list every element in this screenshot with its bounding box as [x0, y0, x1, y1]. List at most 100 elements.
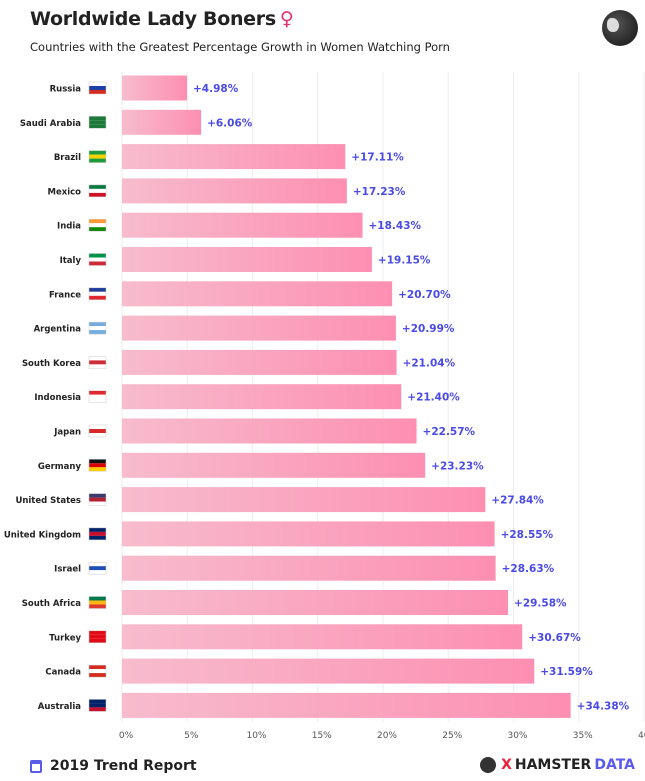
flag-stripe: [89, 600, 106, 605]
bar: [122, 658, 535, 684]
flag-stripe: [89, 673, 106, 678]
flag-stripe: [89, 665, 106, 670]
flag-icon: [88, 150, 107, 163]
title-text: Worldwide Lady Boners: [30, 8, 276, 30]
flag-stripe: [89, 364, 106, 369]
data-label: +28.55%: [501, 529, 554, 541]
flag-stripe: [89, 223, 106, 228]
x-tick-label: 20%: [377, 731, 397, 741]
logo-x: X: [501, 757, 512, 773]
flag-stripe: [89, 219, 106, 224]
flag-border: [88, 596, 107, 609]
bar: [122, 75, 187, 101]
flag-stripe: [89, 253, 106, 258]
report-footer: 2019 Trend Report: [30, 758, 197, 774]
flag-icon: [88, 116, 107, 129]
flag-stripe: [89, 562, 106, 567]
flag-stripe: [89, 459, 106, 464]
flag-stripe: [89, 501, 106, 506]
data-label: +27.84%: [491, 495, 544, 507]
flag-border: [88, 630, 107, 644]
flag-icon: [88, 664, 107, 678]
bar: [122, 692, 571, 718]
venus-icon: ♀: [279, 8, 294, 30]
flag-stripe: [89, 707, 106, 712]
flag-border: [88, 321, 107, 335]
data-label: +21.40%: [407, 392, 460, 404]
category-label: France: [49, 290, 81, 300]
bar-chart: +4.98% Russia +6.06% Saudi Arabia +17.11% Bra…: [4, 72, 645, 741]
flag-stripe: [89, 634, 106, 639]
data-label: +28.63%: [502, 563, 555, 575]
category-label: Italy: [60, 256, 82, 266]
flag-stripe: [89, 120, 106, 125]
category-label: Saudi Arabia: [20, 119, 81, 129]
data-label: +17.11%: [351, 152, 404, 164]
flag-stripe: [89, 116, 106, 121]
flag-border: [88, 356, 107, 369]
flag-stripe: [89, 257, 106, 262]
bar: [122, 212, 363, 238]
category-label: Canada: [45, 668, 81, 678]
flag-stripe: [89, 82, 106, 86]
flag-icon: [88, 699, 107, 712]
flag-icon: [88, 424, 107, 438]
data-label: +22.57%: [423, 426, 476, 438]
flag-stripe: [89, 433, 106, 437]
category-label: Australia: [38, 702, 82, 712]
flag-stripe: [89, 630, 106, 635]
flag-stripe: [89, 531, 106, 536]
data-label: +17.23%: [353, 186, 406, 198]
flag-stripe: [89, 570, 106, 575]
x-tick-label: 40%: [638, 731, 645, 741]
flag-stripe: [89, 425, 106, 429]
x-tick-label: 5%: [184, 731, 199, 741]
data-label: +20.99%: [402, 323, 455, 335]
flag-stripe: [89, 90, 106, 94]
bar: [122, 178, 347, 204]
bar: [122, 247, 372, 272]
flag-border: [88, 218, 107, 232]
flag-stripe: [89, 463, 106, 468]
flag-icon: [88, 356, 107, 369]
flag-stripe: [89, 192, 106, 197]
bar: [122, 452, 426, 478]
flag-stripe: [89, 394, 106, 399]
data-label: +4.98%: [193, 83, 239, 95]
flag-border: [88, 253, 107, 266]
category-label: Brazil: [54, 153, 81, 163]
x-tick-label: 35%: [573, 731, 593, 741]
flag-stripe: [89, 295, 106, 300]
bar: [122, 349, 397, 375]
flag-stripe: [89, 326, 106, 331]
data-label: +23.23%: [431, 460, 484, 472]
flag-stripe: [89, 188, 106, 193]
category-label: South Korea: [22, 359, 81, 369]
flag-stripe: [89, 497, 106, 502]
flag-border: [88, 116, 107, 129]
bar: [122, 487, 486, 513]
calendar-icon: [30, 759, 42, 773]
data-label: +19.15%: [378, 255, 431, 267]
flag-border: [88, 459, 107, 472]
bar: [122, 109, 202, 135]
bar: [122, 418, 417, 444]
x-tick-label: 10%: [246, 731, 266, 741]
flag-border: [88, 493, 107, 506]
report-label: 2019 Trend Report: [50, 758, 197, 774]
flag-icon: [88, 527, 107, 541]
flag-icon: [88, 390, 107, 403]
flag-stripe: [89, 184, 106, 189]
flag-stripe: [89, 150, 106, 155]
flag-icon: [88, 287, 107, 301]
flag-icon: [88, 561, 107, 575]
flag-stripe: [89, 291, 106, 296]
bar: [122, 315, 396, 341]
x-tick-label: 15%: [312, 731, 332, 741]
bar: [122, 144, 346, 170]
data-label: +30.67%: [528, 632, 581, 644]
flag-icon: [88, 81, 107, 95]
flag-stripe: [89, 699, 106, 704]
bar: [122, 624, 523, 650]
